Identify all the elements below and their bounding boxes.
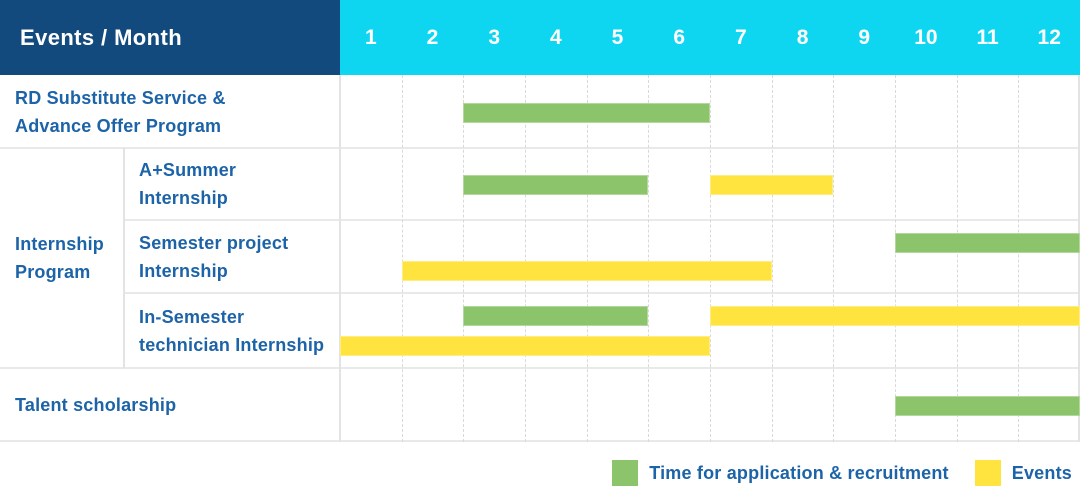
grid-month-divider — [771, 75, 773, 442]
grid-month-divider — [401, 75, 403, 442]
row-label-line: Talent scholarship — [15, 395, 177, 415]
row-label-line: RD Substitute Service & — [15, 87, 226, 108]
gantt-bar-yellow — [710, 306, 1080, 326]
month-header-cell: 11 — [976, 25, 999, 49]
grid-column-line — [339, 75, 341, 442]
row-label-line: Internship — [139, 188, 229, 208]
month-header-cell: 1 — [364, 25, 377, 49]
header-title-cell: Events / Month — [0, 0, 340, 75]
month-header-cell: 2 — [426, 25, 439, 49]
row-label-line: In-Semester — [139, 306, 245, 327]
table-header: Events / Month 1 2 3 4 5 6 7 8 9 10 11 12 — [0, 0, 1080, 75]
month-header-cell: 12 — [1037, 25, 1061, 49]
table-body: RD Substitute Service & Advance Offer Pro… — [0, 75, 1080, 442]
grid-column-line — [123, 148, 125, 368]
row-label-cell: Talent scholarship — [0, 368, 340, 442]
gantt-bar-yellow — [340, 336, 710, 356]
month-header-cell: 6 — [673, 25, 686, 49]
month-header-cell: 4 — [550, 25, 562, 49]
gantt-bar-green — [463, 306, 649, 326]
legend-label-events: Events — [1011, 462, 1072, 483]
row-label-line: technician Internship — [139, 334, 325, 355]
legend: Time for application & recruitment Events — [0, 442, 1080, 494]
month-header-cell: 5 — [611, 25, 624, 49]
grid-column-line — [1078, 75, 1080, 442]
legend-label-application-recruitment: Time for application & recruitment — [649, 462, 949, 483]
grid-month-divider — [710, 75, 711, 442]
group-label-line: Internship — [15, 234, 105, 254]
grid-month-divider — [586, 75, 588, 442]
gantt-bar-green — [463, 103, 710, 123]
row-label-cell: RD Substitute Service & Advance Offer Pro… — [0, 75, 340, 148]
gantt-bar-green — [895, 396, 1080, 416]
legend-item-application-recruitment: Time for application & recruitment — [612, 460, 949, 486]
grid-row-line — [0, 147, 1080, 149]
grid-month-divider — [956, 75, 958, 442]
legend-swatch-application-recruitment — [612, 460, 639, 486]
grid-row-line — [0, 440, 1080, 442]
gantt-bar-yellow — [401, 261, 772, 281]
grid-row-line — [124, 219, 1080, 221]
row-label-cell: Semester project Internship — [124, 220, 340, 293]
grid-month-divider — [463, 75, 465, 442]
row-label-line: A+Summer — [139, 160, 237, 180]
month-header-cell: 3 — [488, 25, 501, 49]
row-label-cell: In-Semester technician Internship — [124, 293, 340, 368]
row-label-line: Semester project — [139, 232, 289, 253]
grid-month-divider — [833, 75, 835, 442]
grid-month-divider — [895, 75, 896, 442]
group-label-cell: Internship Program — [0, 148, 124, 368]
gantt-bar-yellow — [710, 175, 834, 195]
group-label-line: Program — [15, 262, 91, 282]
row-label-line: Advance Offer Program — [15, 115, 222, 136]
legend-swatch-events — [974, 460, 1001, 486]
legend-item-events: Events — [974, 460, 1072, 486]
gantt-bar-green — [895, 233, 1080, 253]
grid-month-divider — [1018, 75, 1020, 442]
grid-month-divider — [648, 75, 650, 442]
row-label-line: Internship — [139, 260, 229, 281]
month-header-cell: 7 — [735, 25, 747, 49]
month-header-cell: 9 — [858, 25, 871, 49]
month-header-cell: 8 — [796, 25, 809, 49]
grid-row-line — [124, 292, 1080, 294]
row-label-cell: A+Summer Internship — [124, 148, 340, 220]
gantt-bar-green — [463, 175, 649, 195]
month-header-row: 1 2 3 4 5 6 7 8 9 10 11 12 — [340, 0, 1080, 75]
header-title: Events / Month — [20, 24, 183, 50]
grid-month-divider — [525, 75, 526, 442]
grid-row-line — [0, 367, 1080, 369]
month-header-cell: 10 — [914, 25, 938, 49]
